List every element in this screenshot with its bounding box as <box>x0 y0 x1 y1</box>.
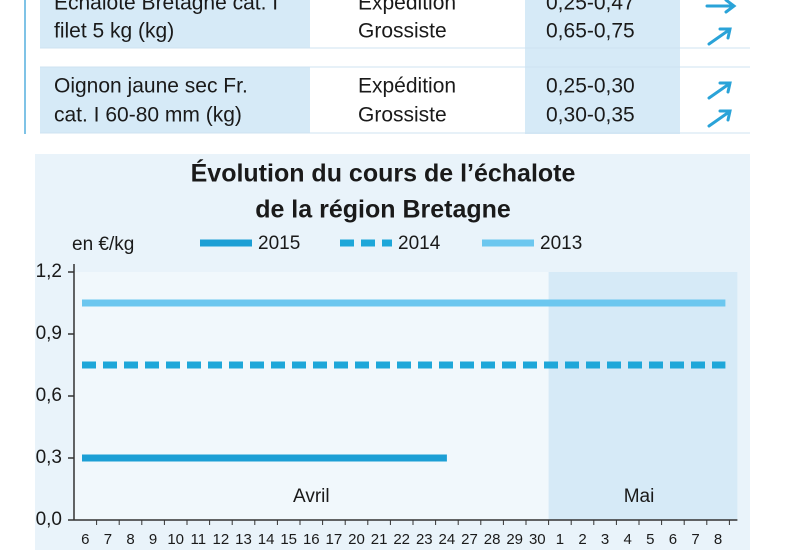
month-shade <box>548 272 738 520</box>
x-tick-label: 15 <box>280 531 297 548</box>
price-range: 0,25-0,30 <box>546 75 635 98</box>
trend-arrow <box>707 27 732 46</box>
x-tick-label: 28 <box>484 531 501 548</box>
x-tick-label: 6 <box>669 531 677 548</box>
x-tick-label: 20 <box>348 531 365 548</box>
product-name: filet 5 kg (kg) <box>54 20 174 43</box>
x-tick-label: 1 <box>556 531 564 548</box>
x-tick-label: 5 <box>646 531 654 548</box>
x-tick-label: 11 <box>191 531 207 548</box>
month-label: Avril <box>293 486 330 507</box>
x-tick-label: 30 <box>529 531 546 548</box>
x-tick-label: 14 <box>258 531 275 548</box>
x-tick-label: 7 <box>691 531 699 548</box>
x-tick-label: 22 <box>393 531 410 548</box>
product-cell <box>40 67 310 133</box>
legend-label: 2013 <box>540 233 582 254</box>
trend-arrow <box>705 0 737 14</box>
y-tick-label: 0,9 <box>36 323 62 344</box>
y-tick-label: 0,3 <box>36 447 62 468</box>
trend-arrow <box>707 109 732 128</box>
price-range: 0,30-0,35 <box>546 104 635 127</box>
price-range: 0,25-0,47 <box>546 0 635 15</box>
x-tick-label: 10 <box>167 531 184 548</box>
x-tick-label: 7 <box>104 531 112 548</box>
market-stage: Expédition <box>358 0 456 15</box>
trend-icons <box>705 0 737 128</box>
x-tick-label: 12 <box>213 531 230 548</box>
x-tick-label: 2 <box>578 531 586 548</box>
market-stage: Expédition <box>358 75 456 98</box>
product-cell <box>40 0 310 48</box>
x-tick-label: 24 <box>439 531 456 548</box>
product-name: cat. I 60-80 mm (kg) <box>54 104 242 127</box>
x-tick-label: 13 <box>235 531 252 548</box>
market-stage: Grossiste <box>358 20 447 43</box>
chart-title: Évolution du cours de l’échalote <box>191 159 576 188</box>
trend-arrow <box>707 81 732 100</box>
product-name: Oignon jaune sec Fr. <box>54 75 248 98</box>
x-tick-label: 17 <box>326 531 343 548</box>
month-label: Mai <box>624 486 655 507</box>
x-tick-label: 6 <box>81 531 89 548</box>
x-tick-label: 16 <box>303 531 320 548</box>
x-tick-label: 9 <box>149 531 157 548</box>
x-tick-label: 23 <box>416 531 433 548</box>
market-stage: Grossiste <box>358 104 447 127</box>
x-tick-label: 27 <box>461 531 478 548</box>
y-tick-label: 1,2 <box>36 261 62 282</box>
chart-title: de la région Bretagne <box>255 196 511 224</box>
price-range: 0,65-0,75 <box>546 20 635 43</box>
legend-label: 2014 <box>398 233 441 254</box>
y-axis-label: en €/kg <box>72 234 134 255</box>
x-tick-label: 4 <box>624 531 632 548</box>
x-tick-label: 8 <box>126 531 134 548</box>
x-tick-label: 21 <box>371 531 388 548</box>
product-name: Échalote Bretagne cat. I <box>54 0 278 15</box>
y-tick-label: 0,0 <box>36 509 62 530</box>
x-tick-label: 29 <box>506 531 523 548</box>
x-tick-label: 3 <box>601 531 609 548</box>
y-tick-label: 0,6 <box>36 385 62 406</box>
x-tick-label: 8 <box>714 531 722 548</box>
legend-label: 2015 <box>258 233 300 254</box>
